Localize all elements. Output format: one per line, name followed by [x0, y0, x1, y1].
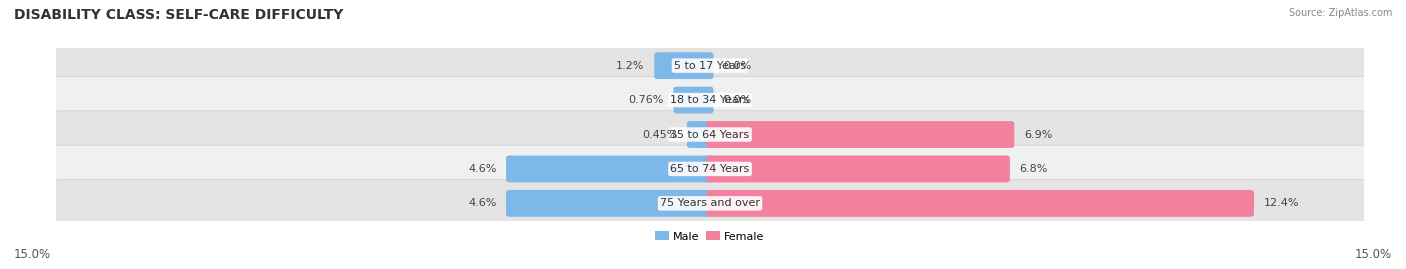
FancyBboxPatch shape	[707, 190, 1254, 217]
Text: 4.6%: 4.6%	[468, 198, 496, 208]
Text: 4.6%: 4.6%	[468, 164, 496, 174]
Text: DISABILITY CLASS: SELF-CARE DIFFICULTY: DISABILITY CLASS: SELF-CARE DIFFICULTY	[14, 8, 343, 22]
FancyBboxPatch shape	[506, 155, 713, 182]
FancyBboxPatch shape	[654, 52, 713, 79]
FancyBboxPatch shape	[506, 190, 713, 217]
FancyBboxPatch shape	[49, 42, 1371, 89]
Text: 1.2%: 1.2%	[616, 61, 644, 71]
Text: 6.9%: 6.9%	[1024, 129, 1052, 140]
Text: 6.8%: 6.8%	[1019, 164, 1047, 174]
Text: 0.45%: 0.45%	[643, 129, 678, 140]
FancyBboxPatch shape	[49, 76, 1371, 124]
FancyBboxPatch shape	[49, 180, 1371, 227]
FancyBboxPatch shape	[707, 155, 1010, 182]
Text: 35 to 64 Years: 35 to 64 Years	[671, 129, 749, 140]
FancyBboxPatch shape	[688, 121, 713, 148]
Text: 15.0%: 15.0%	[1355, 248, 1392, 261]
FancyBboxPatch shape	[49, 145, 1371, 193]
Text: 0.76%: 0.76%	[628, 95, 664, 105]
FancyBboxPatch shape	[49, 111, 1371, 158]
Text: 5 to 17 Years: 5 to 17 Years	[673, 61, 747, 71]
Legend: Male, Female: Male, Female	[651, 227, 769, 246]
Text: 0.0%: 0.0%	[723, 61, 751, 71]
Text: 75 Years and over: 75 Years and over	[659, 198, 761, 208]
FancyBboxPatch shape	[707, 121, 1014, 148]
Text: 0.0%: 0.0%	[723, 95, 751, 105]
FancyBboxPatch shape	[673, 87, 713, 114]
Text: 15.0%: 15.0%	[14, 248, 51, 261]
Text: 12.4%: 12.4%	[1264, 198, 1299, 208]
Text: 18 to 34 Years: 18 to 34 Years	[671, 95, 749, 105]
Text: Source: ZipAtlas.com: Source: ZipAtlas.com	[1288, 8, 1392, 18]
Text: 65 to 74 Years: 65 to 74 Years	[671, 164, 749, 174]
